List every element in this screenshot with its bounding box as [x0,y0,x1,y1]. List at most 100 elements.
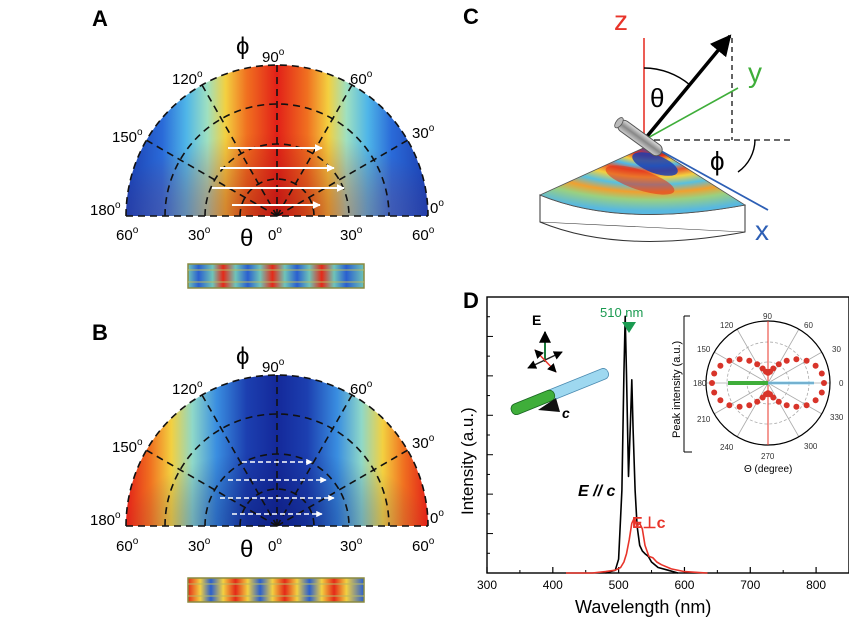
panel-a-theta-ticks: 60o 30o 0o 30o 60o [116,225,435,244]
panel-a-mode-strip [187,263,365,289]
panel-a-theta-symbol: θ [240,225,253,252]
panel-a-field-arrows [212,144,345,209]
angle-label: 180 [693,379,707,388]
angle-label: 60 [804,321,813,330]
polar-point [754,361,761,368]
polar-point [759,365,766,372]
polar-point [717,397,724,404]
peak-label: 510 nm [600,305,643,320]
inset-y-label: Peak intensity (a.u.) [671,341,683,438]
tick-label: 60o [412,536,435,555]
polar-point [717,362,724,369]
phi-angle-label: ϕ [710,146,725,176]
panel-b: B ϕ 90o 120o 60o 150o [90,320,444,603]
tick-label: 30o [412,123,435,142]
polar-point [746,357,753,364]
polar-point [775,398,782,405]
panel-d: D 300 400 500 600 700 800 Wavelength (nm) Int… [458,288,849,617]
polar-point [726,402,733,409]
spectrum-x-axis: 300 400 500 600 700 800 [477,567,826,592]
tick-label: 180o [90,200,121,219]
angle-label: 300 [804,442,818,451]
polar-point [770,394,777,401]
panel-b-mode-strip [187,577,365,603]
polar-point [736,403,743,410]
spectrum-y-ticks [487,316,493,554]
x-tick-label: 500 [609,578,629,592]
tick-label: 120o [172,379,203,398]
panel-c: C z y x θ ϕ [463,4,792,246]
panel-a: A ϕ 90o 120o 60o [90,6,444,289]
tick-label: 60o [350,379,373,398]
polar-point [775,361,782,368]
angle-label: 90 [763,312,772,321]
angle-label: 330 [830,413,844,422]
series-label-parallel: E // c [578,483,615,500]
spectrum-plot-area [486,296,849,574]
tick-label: 0o [430,198,444,217]
polar-point [726,357,733,364]
panel-d-letter: D [463,288,479,313]
x-axis-label: x [755,215,769,246]
tick-label: 30o [340,225,363,244]
angle-label: 120 [720,321,734,330]
spectrum-x-label: Wavelength (nm) [575,597,711,617]
panel-b-field-arrows [220,458,335,518]
tick-label: 30o [188,536,211,555]
angle-label: 0 [839,379,844,388]
tick-label: 0o [430,508,444,527]
polar-point [803,402,810,409]
tick-label: 90o [262,47,285,66]
angle-label: 240 [720,443,734,452]
nanowire-rod [614,117,663,157]
series-line-perpendicular [566,516,708,574]
angle-label: 210 [697,415,711,424]
polar-point [812,362,819,369]
panel-b-theta-symbol: θ [240,536,253,563]
polar-point [821,380,827,386]
tick-label: 120o [172,69,203,88]
polar-point [818,370,825,377]
z-axis-label: z [614,5,628,36]
angle-label: 270 [761,452,775,461]
y-axis [643,87,739,141]
polar-point [783,357,790,364]
spectrum-series [566,315,708,574]
polar-point [812,397,819,404]
polar-point [793,356,800,363]
tick-label: 30o [188,225,211,244]
tick-label: 60o [116,225,139,244]
tick-label: 60o [412,225,435,244]
series-label-perp: E⊥c [632,515,666,532]
c-axis-label: c [562,405,570,421]
tick-label: 180o [90,510,121,529]
series-line-parallel [605,315,679,574]
angle-label: 30 [832,345,841,354]
panel-c-letter: C [463,4,479,29]
polar-angle-labels: 90 60 30 0 330 300 270 240 210 180 150 1… [693,312,844,461]
x-tick-label: 300 [477,578,497,592]
tick-label: 0o [268,225,282,244]
panel-b-phi-ticks: 90o 120o 60o 150o 30o 180o 0o [90,357,444,529]
e-field-label: E [532,312,541,328]
polar-inset: Peak intensity (a.u.) 90 [671,312,844,475]
polar-point [746,402,753,409]
field-vector [642,34,732,142]
panel-a-phi-ticks: 90o 120o 60o 150o 30o 180o 0o [90,47,444,219]
polar-point [711,389,718,396]
polar-point [793,403,800,410]
tick-label: 30o [412,433,435,452]
polar-data-points [709,356,827,410]
inset-x-label: Θ (degree) [744,464,792,475]
panel-b-phi-symbol: ϕ [236,343,249,370]
x-tick-label: 400 [543,578,563,592]
tick-label: 90o [262,357,285,376]
tick-label: 0o [268,536,282,555]
panel-b-letter: B [92,320,108,345]
tick-label: 60o [350,69,373,88]
x-tick-label: 800 [806,578,826,592]
polarization-schematic: E c [510,312,609,421]
theta-angle-label: θ [650,83,664,113]
polar-point [711,370,718,377]
